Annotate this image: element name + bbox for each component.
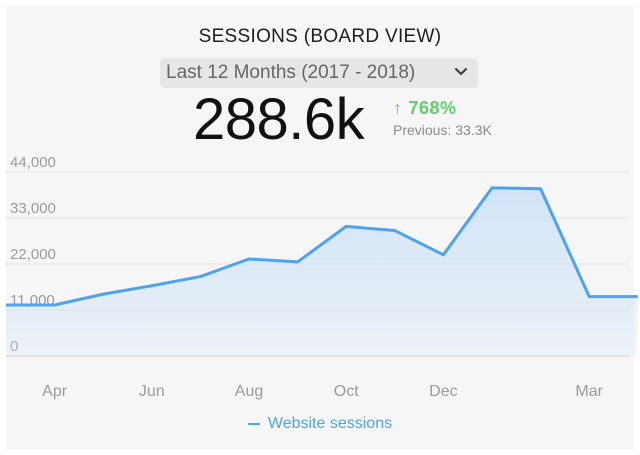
delta-badge: ↑ 768% <box>393 98 457 119</box>
delta-value: 768% <box>408 98 457 118</box>
x-tick-label: Aug <box>235 383 263 400</box>
chart-title: SESSIONS (BOARD VIEW) <box>198 26 442 47</box>
period-dropdown[interactable]: Last 12 Months (2017 - 2018) <box>160 58 478 88</box>
x-tick-label: Oct <box>334 383 359 400</box>
x-tick-label: Jun <box>139 383 165 400</box>
y-tick-label: 44,000 <box>10 154 56 171</box>
total-value: 288.6k <box>193 87 365 152</box>
y-tick-label: 33,000 <box>10 200 56 217</box>
legend-swatch <box>247 423 260 425</box>
period-label: Last 12 Months (2017 - 2018) <box>166 62 416 83</box>
series-area-website-sessions <box>6 187 638 356</box>
x-tick-label: Apr <box>42 383 68 400</box>
x-tick-label: Mar <box>575 383 603 400</box>
series-line-website-sessions <box>6 186 638 307</box>
chevron-down-icon <box>454 67 468 76</box>
previous-value: Previous: 33.3K <box>393 122 492 138</box>
legend-label: Website sessions <box>267 415 393 432</box>
y-tick-label: 22,000 <box>10 246 56 263</box>
legend-item-website-sessions[interactable]: Website sessions <box>0 415 640 433</box>
arrow-up-icon: ↑ <box>393 98 403 118</box>
x-tick-label: Dec <box>429 383 457 400</box>
